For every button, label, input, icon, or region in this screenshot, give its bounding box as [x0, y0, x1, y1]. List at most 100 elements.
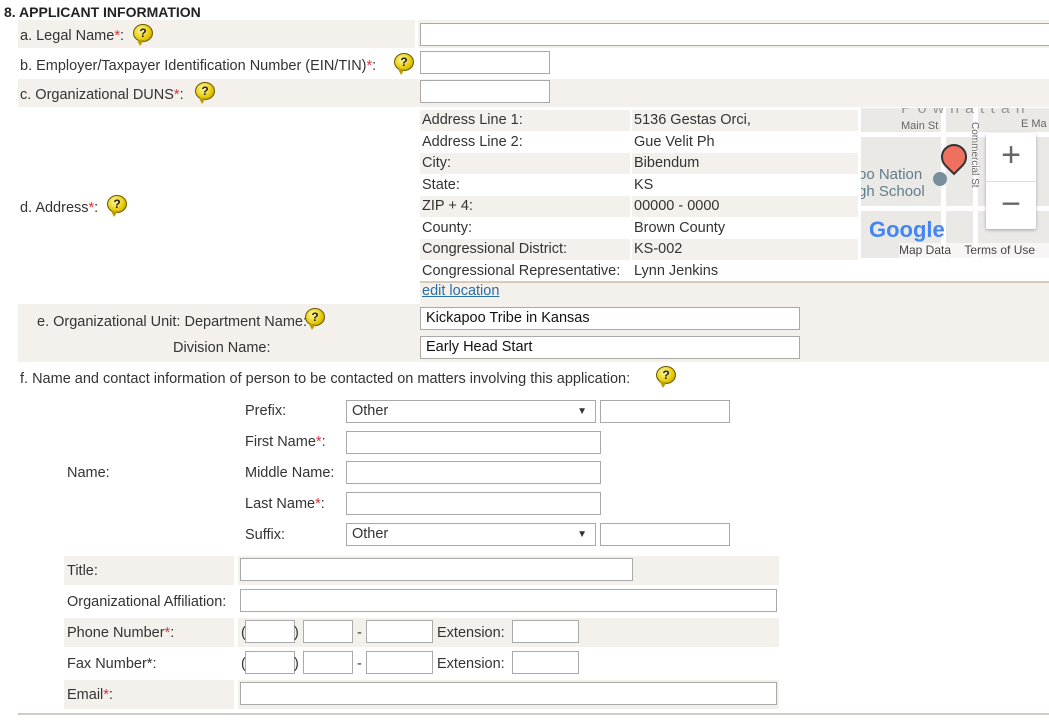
suffix-value: Other	[352, 526, 389, 542]
address-field-value: Gue Velit Ph	[634, 133, 715, 150]
fax-extension-input[interactable]	[512, 651, 579, 674]
title-label: Title:	[67, 563, 98, 579]
address-field-value: Brown County	[634, 219, 726, 236]
legal-name-input[interactable]	[420, 23, 1049, 46]
row-bg	[64, 556, 234, 585]
paren: )	[294, 625, 299, 641]
zoom-out-button[interactable]: −	[1001, 185, 1021, 223]
paren: )	[294, 656, 299, 672]
ein-label: b. Employer/Taxpayer Identification Numb…	[20, 58, 377, 74]
last-name-input[interactable]	[346, 492, 601, 515]
section-title: 8. APPLICANT INFORMATION	[4, 4, 201, 20]
address-field-value: Bibendum	[634, 155, 700, 171]
fax-label: Fax Number*:	[67, 656, 157, 672]
address-field-value: KS-002	[634, 241, 683, 257]
map-footer: Map Data Terms of Use	[899, 243, 1049, 258]
first-name-input[interactable]	[346, 431, 601, 454]
prefix-label: Prefix:	[245, 403, 287, 419]
address-field-label: ZIP + 4:	[422, 198, 473, 214]
legal-name-label-cell	[18, 20, 415, 48]
extension-label: Extension:	[437, 625, 505, 641]
address-field-label: County:	[422, 219, 472, 236]
dropdown-arrow-icon: ▼	[577, 529, 587, 540]
map-street-label: E Ma	[1021, 118, 1047, 130]
map-poi-label: oo Nation	[861, 166, 923, 183]
prefix-value: Other	[352, 403, 389, 419]
phone-extension-input[interactable]	[512, 620, 579, 643]
address-field-label: Address Line 2:	[422, 133, 523, 150]
address-field-label: Address Line 1:	[422, 112, 523, 128]
address-field-value: Lynn Jenkins	[634, 262, 719, 279]
division-input[interactable]: Early Head Start	[420, 336, 800, 359]
phone-area-code-input[interactable]	[245, 620, 295, 643]
middle-name-input[interactable]	[346, 461, 601, 484]
map[interactable]: Powhattan Main St E Ma Commercial St oo …	[861, 108, 1049, 258]
contact-intro: f. Name and contact information of perso…	[20, 371, 631, 387]
paren: (	[241, 625, 246, 641]
school-icon	[933, 172, 947, 186]
address-row: County: Brown County	[420, 217, 858, 239]
row-bg	[64, 680, 234, 709]
terms-link[interactable]: Terms of Use	[964, 243, 1036, 257]
legal-name-label: a. Legal Name*:	[20, 28, 124, 44]
address-row: Congressional District: KS-002	[420, 239, 858, 260]
row-bg	[64, 618, 234, 647]
ein-input[interactable]	[420, 51, 550, 74]
address-field-label: Congressional Representative:	[422, 262, 621, 279]
help-icon[interactable]: ?	[394, 53, 414, 75]
prefix-select[interactable]: Other ▼	[346, 400, 596, 423]
dash: -	[357, 625, 362, 641]
department-input[interactable]: Kickapoo Tribe in Kansas	[420, 307, 800, 330]
address-row: City: Bibendum	[420, 153, 858, 174]
dash: -	[357, 656, 362, 672]
address-field-value: 00000 - 0000	[634, 198, 720, 214]
middle-name-label: Middle Name:	[245, 465, 335, 481]
help-icon[interactable]: ?	[107, 195, 127, 217]
address-row: Address Line 2: Gue Velit Ph	[420, 131, 858, 153]
suffix-label: Suffix:	[245, 527, 286, 543]
affiliation-input[interactable]	[240, 589, 777, 612]
last-name-label: Last Name*:	[245, 496, 325, 512]
name-label: Name:	[67, 465, 110, 481]
map-street-label: Commercial St	[969, 122, 980, 188]
map-data-link[interactable]: Map Data	[899, 243, 952, 257]
zoom-controls: + −	[986, 133, 1036, 229]
address-field-label: Congressional District:	[422, 241, 568, 257]
fax-area-code-input[interactable]	[245, 651, 295, 674]
suffix-other-input[interactable]	[600, 523, 730, 546]
address-field-label: State:	[422, 176, 460, 193]
address-field-value: 5136 Gestas Orci,	[634, 112, 751, 128]
help-icon[interactable]: ?	[133, 24, 153, 46]
extension-label: Extension:	[437, 656, 505, 672]
phone-prefix-input[interactable]	[303, 620, 353, 643]
zoom-in-button[interactable]: +	[986, 133, 1036, 182]
section-divider	[18, 713, 1049, 715]
map-poi-label: gh School	[861, 183, 925, 200]
address-field-label: City:	[422, 155, 451, 171]
prefix-other-input[interactable]	[600, 400, 730, 423]
phone-line-input[interactable]	[366, 620, 433, 643]
edit-location-link[interactable]: edit location	[422, 283, 500, 299]
address-field-value: KS	[634, 176, 654, 193]
address-row: State: KS	[420, 174, 858, 196]
duns-label: c. Organizational DUNS*:	[20, 87, 184, 103]
department-label: e. Organizational Unit: Department Name:	[37, 314, 307, 330]
dropdown-arrow-icon: ▼	[577, 406, 587, 417]
address-label: d. Address*:	[20, 200, 99, 216]
map-street-label: Main St	[901, 120, 939, 132]
help-icon[interactable]: ?	[305, 308, 325, 330]
email-input[interactable]	[240, 682, 777, 705]
affiliation-label: Organizational Affiliation:	[67, 594, 227, 610]
title-input[interactable]	[240, 558, 633, 581]
help-icon[interactable]: ?	[195, 82, 215, 104]
first-name-label: First Name*:	[245, 434, 326, 450]
suffix-select[interactable]: Other ▼	[346, 523, 596, 546]
duns-input[interactable]	[420, 80, 550, 103]
fax-line-input[interactable]	[366, 651, 433, 674]
address-row: Congressional Representative: Lynn Jenkin…	[420, 260, 858, 282]
paren: (	[241, 656, 246, 672]
fax-prefix-input[interactable]	[303, 651, 353, 674]
help-icon[interactable]: ?	[656, 366, 676, 388]
google-logo: Google	[869, 217, 945, 242]
edit-location-row	[420, 281, 1049, 304]
